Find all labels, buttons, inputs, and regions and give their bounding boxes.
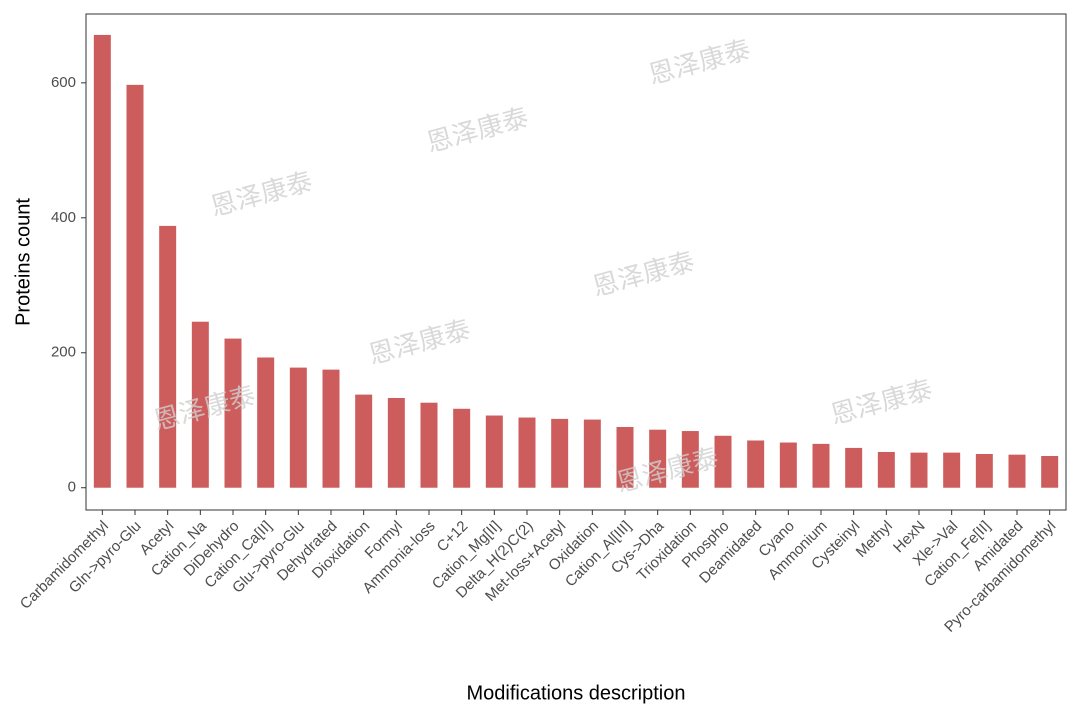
x-axis-title: Modifications description bbox=[467, 682, 686, 704]
bar bbox=[1041, 456, 1059, 488]
bar bbox=[583, 419, 601, 488]
bar bbox=[747, 440, 765, 488]
bar bbox=[616, 426, 634, 488]
panel-border bbox=[85, 13, 1067, 511]
bar bbox=[453, 408, 471, 488]
bar bbox=[289, 367, 307, 488]
bar bbox=[224, 338, 242, 488]
bar bbox=[649, 429, 667, 488]
bar bbox=[877, 451, 895, 488]
bar bbox=[387, 397, 405, 488]
bar bbox=[681, 431, 699, 488]
bar bbox=[714, 435, 732, 488]
bar bbox=[126, 84, 144, 488]
y-tick-label: 0 bbox=[68, 479, 76, 496]
bar bbox=[420, 402, 438, 488]
bar bbox=[93, 34, 111, 488]
bar bbox=[485, 415, 503, 488]
bar bbox=[191, 321, 209, 488]
y-tick-label: 600 bbox=[51, 74, 76, 91]
bar bbox=[1008, 454, 1026, 488]
bar bbox=[257, 357, 275, 488]
bar bbox=[975, 453, 993, 488]
bar bbox=[322, 369, 340, 488]
bar bbox=[159, 225, 177, 488]
bar bbox=[551, 418, 569, 488]
y-tick-label: 400 bbox=[51, 209, 76, 226]
bar bbox=[943, 452, 961, 488]
bar bbox=[845, 447, 863, 488]
y-axis-title: Proteins count bbox=[12, 198, 34, 326]
bar bbox=[518, 417, 536, 488]
bar bbox=[812, 443, 830, 488]
bar bbox=[355, 394, 373, 488]
bar bbox=[910, 452, 928, 488]
y-tick-label: 200 bbox=[51, 344, 76, 361]
bar bbox=[779, 442, 797, 488]
